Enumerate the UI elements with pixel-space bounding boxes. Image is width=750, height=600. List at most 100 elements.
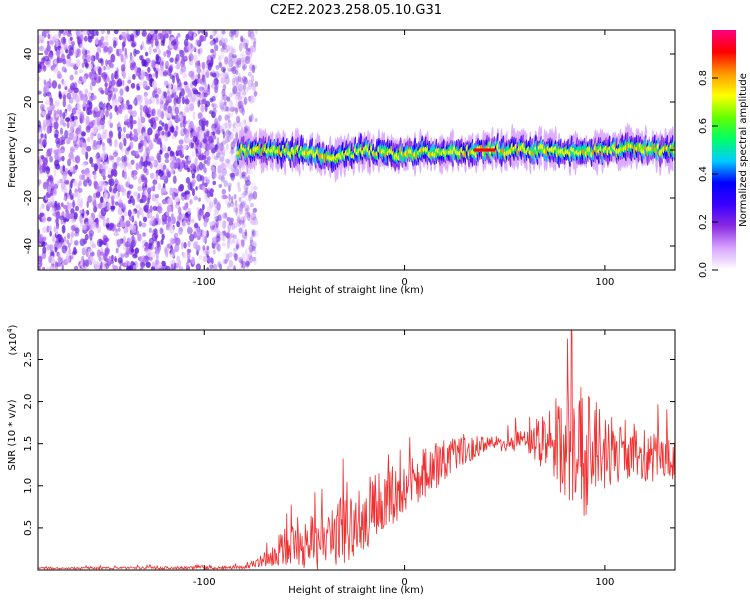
heatmap-noise-cell bbox=[229, 132, 234, 140]
heatmap-noise-cell bbox=[145, 249, 148, 254]
heatmap-noise-cell bbox=[95, 191, 101, 198]
heatmap-noise-cell bbox=[221, 188, 227, 195]
heatmap-noise-cell bbox=[63, 235, 67, 243]
heatmap-noise-cell bbox=[211, 72, 217, 78]
heatmap-noise-cell bbox=[232, 140, 238, 148]
heatmap-noise-cell bbox=[56, 262, 62, 267]
snr-plot: -100 0 100 0.5 1.0 1.5 2.0 2.5 Height of strai… bbox=[6, 324, 676, 596]
heatmap-noise-cell bbox=[241, 191, 247, 197]
heatmap-noise-cell bbox=[228, 46, 234, 55]
heatmap-noise-cell bbox=[167, 131, 171, 137]
heatmap-noise-cell bbox=[249, 255, 253, 264]
heatmap-noise-cell bbox=[182, 220, 187, 228]
heatmap-noise-cell bbox=[180, 121, 183, 128]
heatmap-noise-cell bbox=[218, 55, 222, 62]
heatmap-noise-cell bbox=[103, 237, 110, 243]
snr-x-tick-label: 0 bbox=[401, 577, 407, 588]
heatmap-noise-cell bbox=[250, 181, 256, 190]
heatmap-noise-cell bbox=[95, 116, 101, 123]
heatmap-noise-cell bbox=[163, 246, 169, 255]
heatmap-noise-cell bbox=[153, 160, 156, 166]
heatmap-noise-cell bbox=[99, 140, 103, 145]
heatmap-noise-cell bbox=[146, 73, 150, 81]
heatmap-noise-cell bbox=[234, 222, 238, 229]
heatmap-noise-cell bbox=[66, 58, 72, 68]
heatmap-noise-cell bbox=[248, 194, 252, 202]
heatmap-noise-cell bbox=[82, 224, 87, 231]
heatmap-noise-cell bbox=[94, 36, 99, 45]
heatmap-noise-cell bbox=[244, 210, 250, 217]
heatmap-noise-cell bbox=[117, 95, 123, 103]
heatmap-noise-cell bbox=[45, 60, 49, 66]
heatmap-noise-cell bbox=[82, 96, 87, 105]
heatmap-noise-cell bbox=[39, 45, 44, 51]
heatmap-noise-cell bbox=[169, 30, 172, 35]
heatmap-noise-cell bbox=[130, 248, 134, 253]
heatmap-noise-cell bbox=[243, 192, 247, 198]
heatmap-noise-cell bbox=[183, 130, 188, 136]
heatmap-noise-cell bbox=[166, 222, 170, 228]
heatmap-noise-cell bbox=[106, 242, 109, 249]
heatmap-noise-cell bbox=[55, 218, 59, 224]
heatmap-noise-cell bbox=[149, 30, 155, 35]
heatmap-noise-cell bbox=[130, 159, 135, 165]
heatmap-noise-cell bbox=[126, 265, 129, 270]
snr-y-ticks: 0.5 1.0 1.5 2.0 2.5 bbox=[23, 352, 675, 536]
heatmap-noise-cell bbox=[46, 30, 50, 34]
heatmap-noise-cell bbox=[237, 73, 242, 82]
heatmap-noise-cell bbox=[220, 232, 224, 242]
heatmap-noise-cell bbox=[40, 155, 45, 160]
heatmap-noise-cell bbox=[230, 141, 236, 150]
heatmap-noise-cell bbox=[228, 252, 233, 258]
heatmap-noise-cell bbox=[51, 80, 58, 89]
heatmap-noise-cell bbox=[190, 168, 196, 175]
heatmap-noise-cell bbox=[108, 255, 112, 263]
heatmap-noise-cell bbox=[232, 138, 237, 144]
heatmap-noise-cell bbox=[38, 228, 41, 236]
heatmap-noise-cell bbox=[235, 207, 238, 216]
heatmap-noise-cell bbox=[120, 53, 124, 63]
heatmap-noise-cell bbox=[216, 230, 221, 237]
heatmap-noise-cell bbox=[230, 30, 236, 34]
heatmap-noise-cell bbox=[70, 218, 75, 224]
heatmap-noise-cell bbox=[216, 123, 221, 130]
heatmap-noise-cell bbox=[243, 235, 248, 241]
heatmap-noise-cell bbox=[140, 44, 143, 51]
heatmap-noise-cell bbox=[230, 201, 235, 208]
heatmap-noise-cell bbox=[211, 95, 216, 102]
heatmap-noise-cell bbox=[96, 249, 101, 258]
heatmap-noise-cell bbox=[143, 152, 147, 161]
heatmap-noise-cell bbox=[249, 31, 255, 40]
heatmap-noise-cell bbox=[195, 148, 198, 154]
heatmap-noise-cell bbox=[236, 239, 242, 245]
heatmap-noise-cell bbox=[64, 180, 70, 185]
heatmap-noise-cell bbox=[94, 110, 101, 118]
heatmap-noise-cell bbox=[114, 178, 118, 183]
heatmap-noise-cell bbox=[189, 47, 193, 55]
heatmap-noise-cell bbox=[226, 58, 230, 64]
heatmap-noise-cell bbox=[52, 235, 55, 243]
heatmap-noise-cell bbox=[232, 85, 238, 95]
heatmap-noise-cell bbox=[220, 77, 225, 84]
heatmap-noise-cell bbox=[247, 213, 251, 221]
heatmap-noise-cell bbox=[188, 125, 192, 132]
heatmap-noise-cell bbox=[204, 84, 209, 89]
heatmap-noise-cell bbox=[118, 48, 123, 54]
heatmap-noise-cell bbox=[79, 209, 84, 214]
heatmap-noise-cell bbox=[221, 42, 227, 50]
heatmap-noise-cell bbox=[130, 210, 136, 217]
heatmap-noise-cell bbox=[249, 112, 254, 120]
heatmap-noise-cell bbox=[145, 146, 148, 154]
heatmap-noise-cell bbox=[185, 261, 190, 269]
heatmap-noise-cell bbox=[142, 105, 148, 114]
heatmap-noise-cell bbox=[54, 152, 60, 161]
heatmap-noise-cell bbox=[214, 30, 218, 35]
heatmap-noise-cell bbox=[235, 107, 238, 115]
heatmap-noise-cell bbox=[81, 174, 86, 180]
heatmap-noise-cell bbox=[241, 174, 246, 179]
snr-y-multiplier: (x104) bbox=[6, 324, 19, 355]
heatmap-noise-cell bbox=[244, 214, 250, 220]
heatmap-noise-cell bbox=[169, 57, 174, 63]
heatmap-noise-cell bbox=[222, 84, 227, 91]
heatmap-noise-cell bbox=[125, 133, 130, 139]
